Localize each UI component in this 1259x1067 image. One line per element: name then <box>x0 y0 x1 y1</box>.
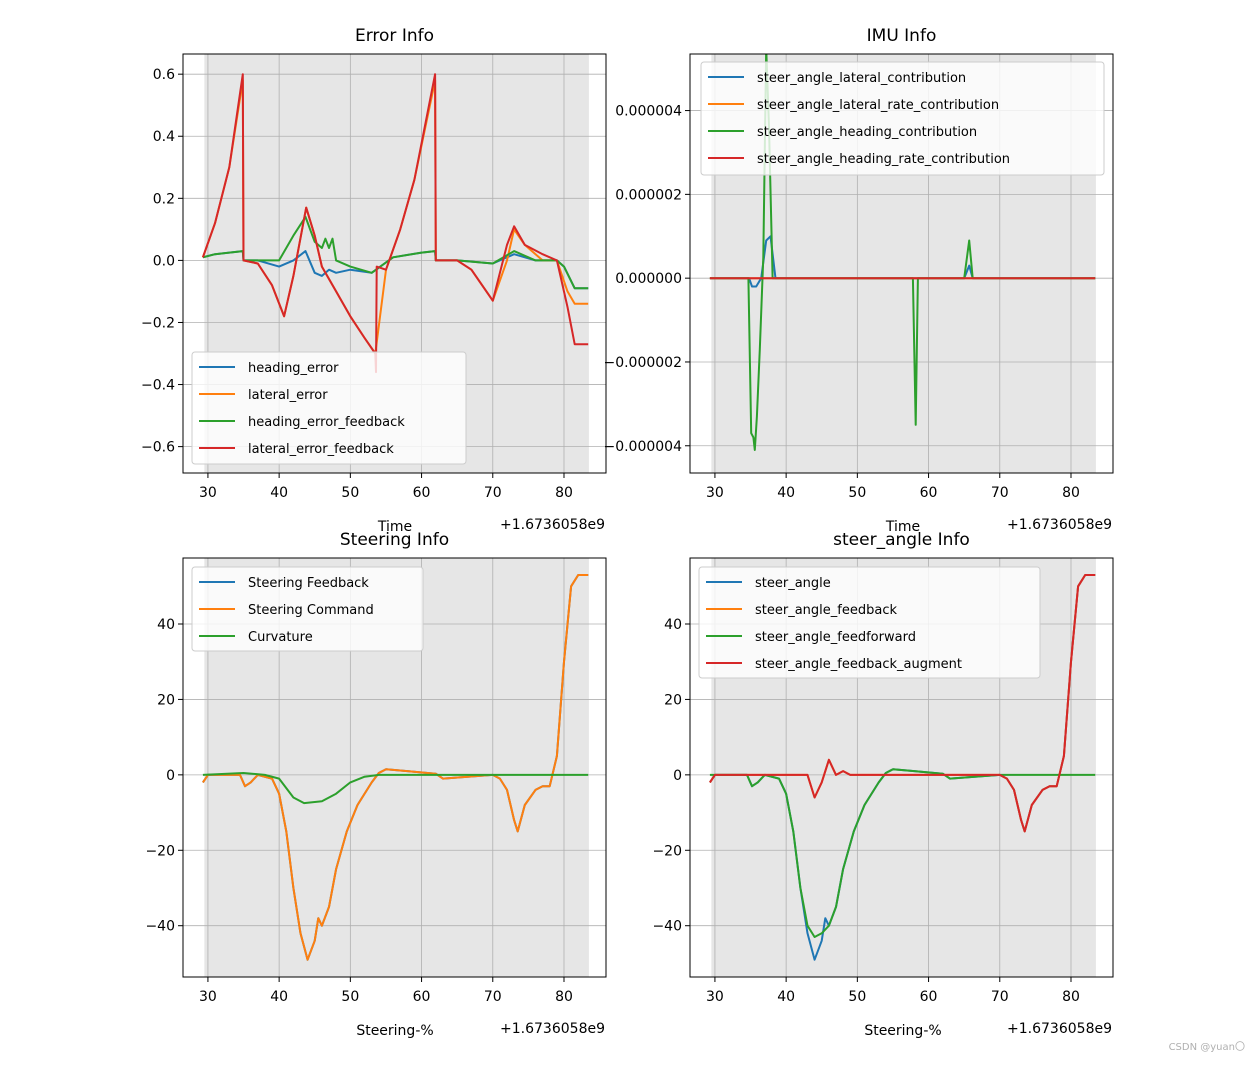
chart-title: steer_angle Info <box>833 530 970 550</box>
y-tick-label: 0.2 <box>153 191 175 207</box>
x-offset-label: +1.6736058e9 <box>1007 1021 1112 1037</box>
legend-box <box>191 351 467 465</box>
x-axis-label: Steering-% <box>864 1023 941 1039</box>
legend-label: steer_angle_lateral_contribution <box>757 71 966 86</box>
legend-label: steer_angle <box>755 576 831 591</box>
x-tick-label: 80 <box>1062 989 1080 1005</box>
x-tick-label: 30 <box>199 485 217 501</box>
y-tick-label: −0.2 <box>141 315 175 331</box>
x-tick-label: 50 <box>341 485 359 501</box>
legend-label: Steering Feedback <box>248 576 369 591</box>
x-tick-label: 40 <box>270 485 288 501</box>
x-tick-label: 30 <box>706 485 724 501</box>
y-tick-label: −0.000002 <box>603 355 682 371</box>
x-offset-label: +1.6736058e9 <box>1007 517 1112 533</box>
series-line-steer-angle-feedback-augment <box>709 574 1096 833</box>
legend-label: heading_error <box>248 361 339 376</box>
legend-box <box>700 61 1105 176</box>
chart-panel-3: 30 40 50 60 70 80 −40 −20 0 20 40 Steering Info Stee… <box>145 530 607 1039</box>
legend: steer_angle_lateral_contribution steer_an… <box>700 61 1105 176</box>
y-tick-label: 0.4 <box>153 129 175 145</box>
legend-label: heading_error_feedback <box>248 415 405 430</box>
y-tick-label: 0.6 <box>153 67 175 83</box>
series-line-curvature <box>202 772 589 805</box>
axes-frame <box>182 557 607 978</box>
legend-box <box>698 566 1041 679</box>
y-tick-label: 0.000004 <box>615 104 682 120</box>
y-tick-label: 40 <box>664 617 682 633</box>
legend: steer_angle steer_angle_feedback steer_ang… <box>698 566 1041 679</box>
x-tick-label: 50 <box>848 989 866 1005</box>
x-tick-label: 70 <box>484 485 502 501</box>
y-tick-label: −20 <box>145 843 175 859</box>
series-line-heading-error-feedback <box>202 215 589 290</box>
y-tick-label: 0 <box>673 768 682 784</box>
axes-frame <box>182 53 607 474</box>
x-tick-label: 70 <box>484 989 502 1005</box>
x-tick-label: 40 <box>777 485 795 501</box>
axes-frame <box>689 557 1114 978</box>
y-tick-label: −40 <box>652 919 682 935</box>
y-tick-label: 0.0 <box>153 253 175 269</box>
legend: heading_error lateral_error heading_error_… <box>191 351 467 465</box>
chart-panel-1: 30 40 50 60 70 80 −0.6 −0.4 −0.2 0.0 0.2 0.4 0.6 Erro… <box>141 26 607 535</box>
chart-panel-4: 30 40 50 60 70 80 −40 −20 0 20 40 steer_angle Info S… <box>652 530 1114 1039</box>
x-axis-label: Time <box>885 519 920 535</box>
y-tick-label: 0.000002 <box>615 187 682 203</box>
y-tick-label: 40 <box>157 617 175 633</box>
legend-label: Curvature <box>248 630 313 645</box>
x-tick-label: 60 <box>413 485 431 501</box>
y-tick-label: −0.6 <box>141 440 175 456</box>
x-offset-label: +1.6736058e9 <box>500 1021 605 1037</box>
x-tick-label: 40 <box>777 989 795 1005</box>
chart-title: Steering Info <box>340 530 449 550</box>
chart-panel-2: 30 40 50 60 70 80 −0.000004 −0.000002 0.000000 0.… <box>603 26 1114 535</box>
legend-box <box>191 566 424 652</box>
legend: Steering Feedback Steering Command Curvatu… <box>191 566 424 652</box>
y-tick-label: 20 <box>664 692 682 708</box>
y-tick-label: −20 <box>652 843 682 859</box>
x-tick-label: 30 <box>706 989 724 1005</box>
chart-title: IMU Info <box>867 26 937 46</box>
x-offset-label: +1.6736058e9 <box>500 517 605 533</box>
axes-frame <box>689 53 1114 474</box>
x-tick-label: 70 <box>991 989 1009 1005</box>
legend-label: steer_angle_feedback_augment <box>755 657 962 672</box>
y-tick-label: −0.000004 <box>603 439 682 455</box>
legend-label: steer_angle_heading_rate_contribution <box>757 152 1010 167</box>
x-tick-label: 60 <box>920 989 938 1005</box>
y-tick-label: −40 <box>145 919 175 935</box>
y-tick-label: 0 <box>166 768 175 784</box>
legend-label: Steering Command <box>248 603 374 618</box>
x-tick-label: 50 <box>341 989 359 1005</box>
legend-label: steer_angle_feedback <box>755 603 897 618</box>
legend-label: steer_angle_lateral_rate_contribution <box>757 98 999 113</box>
x-tick-label: 60 <box>920 485 938 501</box>
x-tick-label: 80 <box>1062 485 1080 501</box>
legend-label: lateral_error <box>248 388 328 403</box>
x-tick-label: 80 <box>555 485 573 501</box>
series-line-steering-command <box>202 574 589 961</box>
watermark: CSDN @yuan〇 <box>1168 1042 1245 1053</box>
y-tick-label: −0.4 <box>141 378 175 394</box>
chart-title: Error Info <box>355 26 434 46</box>
x-tick-label: 80 <box>555 989 573 1005</box>
x-tick-label: 40 <box>270 989 288 1005</box>
y-tick-label: 0.000000 <box>615 271 682 287</box>
series-group <box>202 574 589 961</box>
x-tick-label: 30 <box>199 989 217 1005</box>
series-line-lateral-error-feedback <box>201 73 589 374</box>
x-axis-label: Steering-% <box>356 1023 433 1039</box>
legend-label: steer_angle_heading_contribution <box>757 125 977 140</box>
legend-label: lateral_error_feedback <box>248 442 394 457</box>
series-group <box>709 574 1096 961</box>
x-axis-label: Time <box>377 519 412 535</box>
x-tick-label: 60 <box>413 989 431 1005</box>
legend-label: steer_angle_feedforward <box>755 630 916 645</box>
x-tick-label: 50 <box>848 485 866 501</box>
y-tick-label: 20 <box>157 692 175 708</box>
series-group <box>201 73 589 374</box>
x-tick-label: 70 <box>991 485 1009 501</box>
